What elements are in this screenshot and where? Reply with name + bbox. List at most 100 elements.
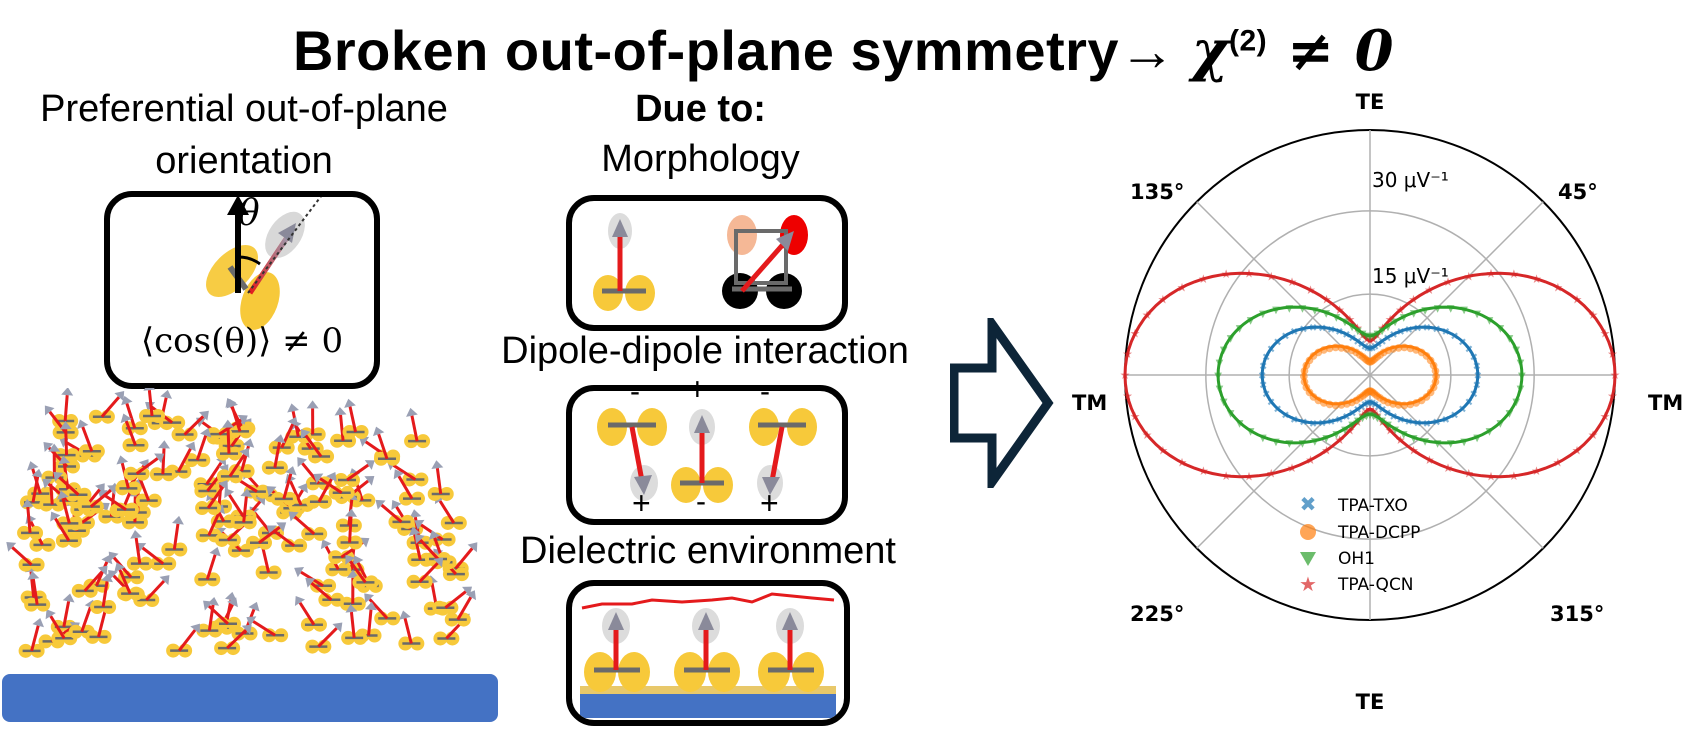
legend-label-tpa-qcn: TPA-QCN (1337, 575, 1414, 595)
data-point: ★ (1600, 409, 1611, 423)
data-point: ★ (1177, 456, 1188, 470)
data-point: ▼ (1359, 329, 1367, 340)
data-point: ✖ (1474, 371, 1482, 382)
molecule (300, 428, 335, 464)
data-point: ● (1305, 355, 1314, 366)
data-point: ● (1389, 343, 1398, 354)
data-point: ● (1394, 342, 1403, 353)
molecule (305, 622, 343, 654)
data-point: ▼ (1370, 411, 1378, 422)
data-point: ★ (1361, 404, 1372, 418)
data-point: ★ (1463, 269, 1474, 283)
fit-curve (1302, 344, 1438, 406)
data-point: ★ (1142, 308, 1153, 322)
data-point: ✖ (1368, 398, 1376, 409)
data-point: ★ (1321, 443, 1332, 457)
data-point: ● (1314, 347, 1323, 358)
legend-label-tpa-txo: TPA-TXO (1337, 496, 1408, 516)
molecule (432, 586, 473, 615)
data-point: ✖ (1371, 400, 1379, 411)
page-title: Broken out-of-plane symmetry→ χ(2) ≠ 0 (0, 18, 1687, 84)
data-point: ★ (1486, 470, 1497, 484)
data-point: ▼ (1374, 413, 1382, 424)
label-top-te: TE (1356, 90, 1385, 114)
polar-curves: ★★★★★★★★★★★★★★★★★★★★★★★★★★★★★★★★★★★★★★★★… (1120, 266, 1621, 483)
angle-225: 225° (1130, 602, 1184, 626)
data-point: ● (1361, 353, 1370, 364)
series-green: ▼▼▼▼▼▼▼▼▼▼▼▼▼▼▼▼▼▼▼▼▼▼▼▼▼▼▼▼▼▼▼▼▼▼▼▼▼▼▼▼… (1214, 303, 1526, 449)
molecule (139, 388, 166, 424)
data-point: ✖ (1368, 344, 1376, 355)
data-point: ★ (1122, 347, 1133, 361)
data-point: ▼ (1311, 305, 1319, 316)
molecule (334, 460, 375, 488)
data-point: ▼ (1272, 305, 1280, 316)
data-point: ✖ (1465, 345, 1473, 356)
data-point: ✖ (1397, 415, 1405, 426)
data-point: ✖ (1473, 362, 1481, 373)
data-point: ▼ (1460, 437, 1468, 448)
molecule-cluster (6, 388, 478, 658)
data-point: ▼ (1247, 427, 1255, 438)
data-point: ★ (1177, 280, 1188, 294)
data-point: ▼ (1227, 408, 1235, 419)
molecule (77, 485, 118, 514)
data-point: ▼ (1322, 309, 1330, 320)
data-point: ✖ (1309, 419, 1317, 430)
data-point: ● (1319, 344, 1328, 355)
data-point: ✖ (1299, 418, 1307, 429)
data-point: ★ (1553, 280, 1564, 294)
triangle-marker-icon (1300, 552, 1316, 566)
data-point: ▼ (1214, 371, 1222, 382)
molecule (194, 547, 221, 587)
data-point: ✖ (1371, 342, 1379, 353)
data-point: ● (1352, 347, 1361, 358)
data-point: ▼ (1227, 334, 1235, 345)
molecule (24, 571, 51, 612)
molecule (184, 427, 212, 468)
due-to-heading: Due to: (635, 88, 766, 130)
angle-45: 45° (1558, 180, 1598, 204)
molecule (393, 469, 425, 506)
molecule (71, 565, 108, 598)
data-point: ● (1400, 342, 1409, 353)
data-point: ▼ (1410, 309, 1418, 320)
data-point: ▼ (1348, 322, 1356, 333)
molecule (203, 600, 241, 631)
molecule (364, 593, 401, 626)
data-point: ▼ (1410, 433, 1418, 444)
data-point: ✖ (1361, 400, 1369, 411)
data-point: ● (1347, 345, 1356, 356)
molecule (6, 541, 45, 572)
theta-arc (237, 255, 261, 266)
charge-bottom-3: + (760, 485, 779, 521)
series-orange: ●●●●●●●●●●●●●●●●●●●●●●●●●●●●●●●●●●●●●●●●… (1299, 342, 1440, 411)
data-point: ✖ (1378, 337, 1386, 348)
data-point: ✖ (1318, 419, 1326, 430)
data-point: ★ (1531, 272, 1542, 286)
data-point: ▼ (1216, 384, 1224, 395)
molecule (261, 434, 288, 475)
data-point: ▼ (1332, 313, 1340, 324)
cos-theta-formula: ⟨cos(θ)⟩ ≠ 0 (140, 321, 344, 361)
molecule (427, 460, 454, 501)
charge-top-2: + (688, 371, 707, 407)
molecule (266, 525, 308, 553)
data-point: ▼ (1247, 315, 1255, 326)
data-point: ● (1368, 355, 1377, 366)
dielectric-environment-label: Dielectric environment (520, 530, 896, 572)
data-point: ✖ (1357, 340, 1365, 351)
data-point: ✖ (1423, 419, 1431, 430)
data-point: ★ (1424, 283, 1435, 297)
data-point: ● (1417, 395, 1426, 406)
data-point: ▼ (1285, 303, 1293, 314)
data-point: ▼ (1322, 433, 1330, 444)
molecule (230, 488, 257, 530)
data-point: ★ (1600, 327, 1611, 341)
data-point: ★ (1395, 433, 1406, 447)
label-left-tm: TM (1072, 391, 1107, 415)
data-point: ● (1367, 386, 1376, 397)
data-point: ● (1394, 400, 1403, 411)
data-point: ★ (1463, 467, 1474, 481)
data-point: ● (1406, 399, 1415, 410)
